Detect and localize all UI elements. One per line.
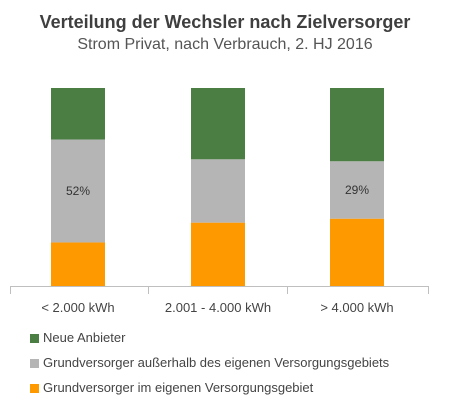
bar-segment-neue-anbieter-1 (51, 88, 105, 140)
chart-subtitle: Strom Privat, nach Verbrauch, 2. HJ 2016 (77, 36, 373, 53)
data-label: 52% (66, 184, 90, 198)
legend-label: Neue Anbieter (43, 330, 126, 345)
bars-layer (51, 88, 384, 286)
bar-segment-grundversorger-im-eigenen-versorgungsgebiet-3 (330, 218, 384, 286)
bar-segment-grundversorger-au-erhalb-des-eigenen-versorgungsgebiets-3 (330, 161, 384, 219)
bar-segment-neue-anbieter-3 (330, 88, 384, 162)
bar-segment-grundversorger-au-erhalb-des-eigenen-versorgungsgebiets-2 (191, 159, 245, 223)
x-tick-labels: < 2.000 kWh 2.001 - 4.000 kWh > 4.000 kWh (41, 300, 393, 315)
legend-swatch (30, 334, 39, 343)
x-tick-label: > 4.000 kWh (320, 300, 393, 315)
legend-label: Grundversorger außerhalb des eigenen Ver… (43, 355, 390, 370)
x-axis (10, 286, 429, 294)
chart-title: Verteilung der Wechsler nach Zielversorg… (39, 12, 411, 32)
data-labels-layer: 52% 29% (66, 183, 369, 198)
x-tick-label: < 2.000 kWh (41, 300, 114, 315)
bar-segment-grundversorger-au-erhalb-des-eigenen-versorgungsgebiets-1 (51, 139, 105, 243)
legend-swatch (30, 384, 39, 393)
data-label: 29% (345, 183, 369, 197)
legend-swatch (30, 359, 39, 368)
bar-segment-neue-anbieter-2 (191, 88, 245, 160)
x-tick-label: 2.001 - 4.000 kWh (165, 300, 271, 315)
bar-segment-grundversorger-im-eigenen-versorgungsgebiet-1 (51, 242, 105, 286)
legend-label: Grundversorger im eigenen Versorgungsgeb… (43, 380, 314, 395)
bar-segment-grundversorger-im-eigenen-versorgungsgebiet-2 (191, 222, 245, 286)
